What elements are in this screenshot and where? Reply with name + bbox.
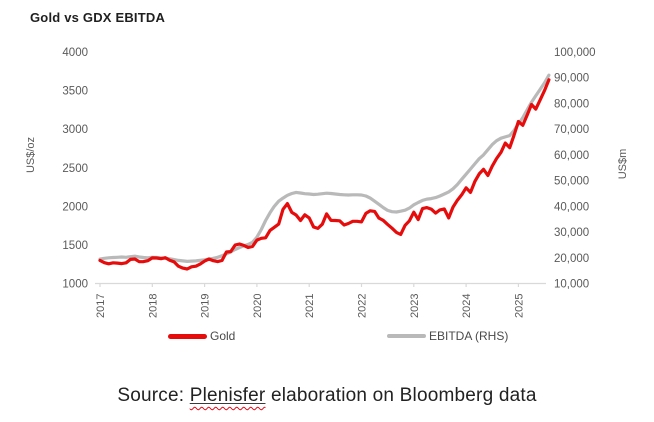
y-tick-label-left: 1500: [62, 240, 88, 252]
legend-label-ebitda: EBITDA (RHS): [429, 329, 509, 343]
x-tick-label: 2023: [409, 294, 421, 318]
y-tick-label-right: 100,000: [554, 47, 596, 59]
y-tick-label-right: 40,000: [554, 201, 589, 213]
y-tick-label-left: 3000: [62, 124, 88, 136]
y-tick-label-right: 70,000: [554, 124, 589, 136]
legend-item-ebitda: EBITDA (RHS): [387, 329, 508, 343]
ebitda-line-swatch-icon: [387, 334, 426, 338]
legend-label-gold: Gold: [210, 329, 236, 343]
x-tick-label: 2022: [357, 294, 369, 318]
series-line-gold: [98, 78, 551, 271]
source-prefix: Source:: [117, 385, 190, 406]
y-tick-label-right: 10,000: [554, 279, 589, 291]
source-plenisfer-link[interactable]: Plenisfer: [189, 385, 266, 406]
source-suffix: elaboration on Bloomberg data: [265, 385, 537, 406]
y-tick-label-left: 2000: [62, 201, 88, 213]
y-tick-label-right: 30,000: [554, 227, 589, 239]
x-tick-label: 2017: [95, 294, 107, 318]
y-tick-label-right: 90,000: [554, 73, 589, 85]
right-axis-title: US$m: [617, 149, 629, 180]
y-tick-label-right: 60,000: [554, 150, 589, 162]
x-tick-label: 2021: [304, 294, 316, 318]
x-tick-label: 2019: [200, 294, 212, 318]
left-axis-title: US$/oz: [25, 137, 37, 173]
legend-item-gold: Gold: [168, 329, 235, 343]
x-tick-label: 2020: [252, 294, 264, 318]
chart-plot: 2017 2018 2019 2020 2021 2022 2023 2024 2025 4000…: [25, 47, 629, 318]
x-tick-label: 2018: [147, 294, 159, 318]
series-line-ebitda-rhs: [98, 73, 551, 263]
gold-line-swatch-icon: [168, 333, 207, 339]
y-tick-label-left: 3500: [62, 86, 88, 98]
y-tick-label-left: 2500: [62, 163, 88, 175]
y-tick-label-right: 20,000: [554, 253, 589, 265]
x-tick-label: 2025: [513, 294, 525, 318]
chart-title: Gold vs GDX EBITDA: [30, 10, 166, 25]
y-tick-label-right: 50,000: [554, 176, 589, 188]
source-caption: Source: Plenisfer elaboration on Bloombe…: [0, 385, 654, 407]
y-tick-label-left: 1000: [62, 279, 88, 291]
y-tick-label-right: 80,000: [554, 98, 589, 110]
y-tick-label-left: 4000: [62, 47, 88, 59]
x-tick-label: 2024: [461, 294, 473, 318]
